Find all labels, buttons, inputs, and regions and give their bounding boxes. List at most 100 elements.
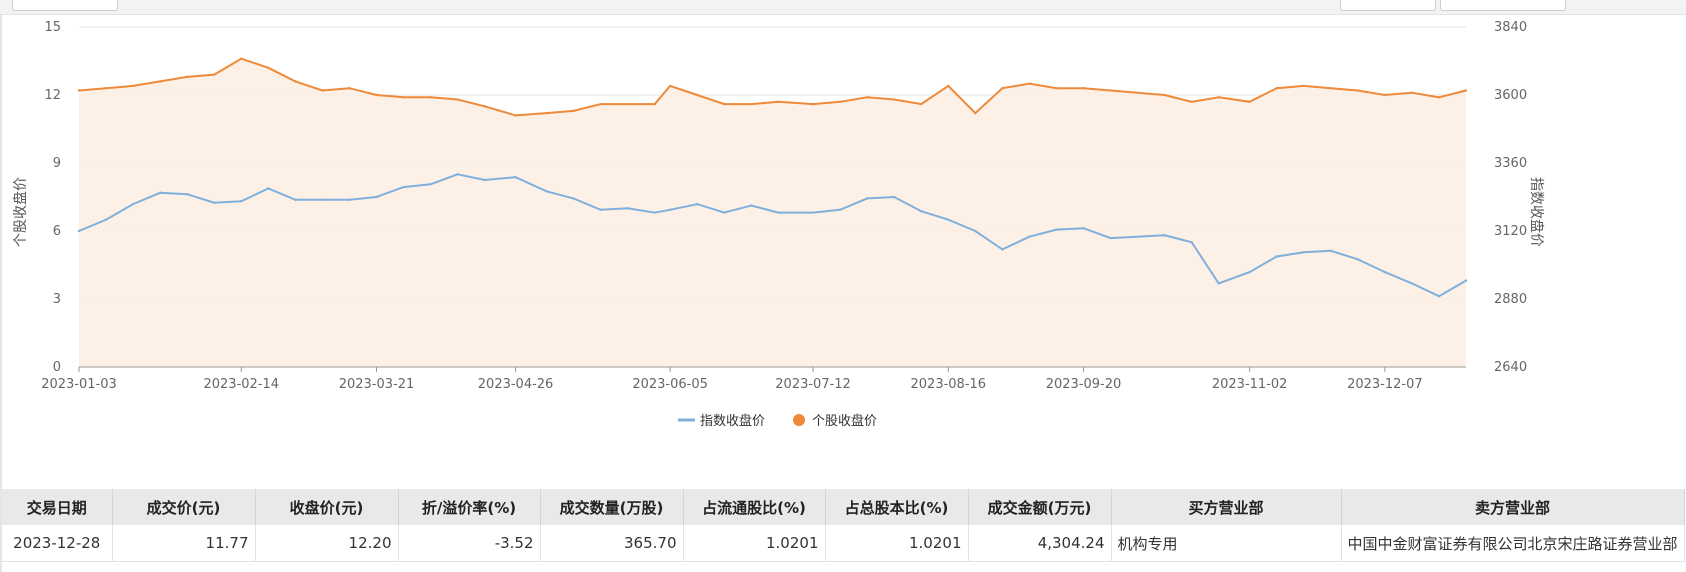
col-close-price[interactable]: 收盘价(元) xyxy=(255,489,399,525)
stock-data-point[interactable] xyxy=(158,80,162,83)
index-data-point[interactable] xyxy=(321,198,324,202)
stock-data-point[interactable] xyxy=(294,80,297,83)
stock-data-point[interactable] xyxy=(811,102,815,106)
index-data-point[interactable] xyxy=(213,201,216,204)
index-data-point[interactable] xyxy=(1109,236,1112,240)
stock-data-point[interactable] xyxy=(483,105,486,108)
stock-data-point[interactable] xyxy=(104,87,108,90)
stock-data-point[interactable] xyxy=(572,109,575,113)
index-data-point[interactable] xyxy=(599,208,602,211)
stock-data-point[interactable] xyxy=(893,98,896,101)
stock-data-point[interactable] xyxy=(348,87,351,90)
col-buyer[interactable]: 买方营业部 xyxy=(1111,489,1342,525)
stock-data-point[interactable] xyxy=(695,93,699,97)
index-data-point[interactable] xyxy=(1383,270,1387,274)
index-data-point[interactable] xyxy=(723,211,726,214)
stock-data-point[interactable] xyxy=(1437,96,1441,99)
cell-buyer[interactable]: 机构专用 xyxy=(1111,525,1342,562)
stock-data-point[interactable] xyxy=(777,100,780,104)
index-data-point[interactable] xyxy=(893,195,896,199)
col-premium-rate[interactable]: 折/溢价率(%) xyxy=(398,489,541,525)
cell-seller[interactable]: 中国中金财富证券有限公司北京宋庄路证券营业部 xyxy=(1341,525,1685,562)
index-data-point[interactable] xyxy=(974,229,977,233)
stock-data-point[interactable] xyxy=(240,57,243,60)
stock-data-point[interactable] xyxy=(1217,96,1220,99)
index-data-point[interactable] xyxy=(626,207,629,210)
index-data-point[interactable] xyxy=(811,211,815,214)
index-data-point[interactable] xyxy=(1248,270,1251,274)
stock-data-point[interactable] xyxy=(514,114,517,117)
stock-data-point[interactable] xyxy=(1329,87,1332,90)
legend-item-stock[interactable]: 个股收盘价 xyxy=(793,413,877,429)
index-data-point[interactable] xyxy=(1275,255,1278,258)
index-data-point[interactable] xyxy=(777,211,780,214)
stock-data-point[interactable] xyxy=(1190,100,1193,104)
index-data-point[interactable] xyxy=(865,197,869,200)
stock-data-point[interactable] xyxy=(321,89,324,92)
index-data-point[interactable] xyxy=(456,173,459,176)
index-data-point[interactable] xyxy=(1329,249,1332,253)
stock-data-point[interactable] xyxy=(1248,100,1251,104)
stock-data-point[interactable] xyxy=(1302,84,1305,88)
index-data-point[interactable] xyxy=(429,183,432,186)
stock-data-point[interactable] xyxy=(865,96,869,99)
index-data-point[interactable] xyxy=(1082,226,1085,230)
stock-data-point[interactable] xyxy=(1028,82,1031,85)
stock-data-point[interactable] xyxy=(131,84,135,88)
stock-data-point[interactable] xyxy=(723,102,726,106)
stock-data-point[interactable] xyxy=(429,96,432,99)
stock-data-point[interactable] xyxy=(599,102,602,106)
index-data-point[interactable] xyxy=(240,200,243,203)
col-seller[interactable]: 卖方营业部 xyxy=(1341,489,1685,525)
index-data-point[interactable] xyxy=(1356,258,1360,261)
stock-data-point[interactable] xyxy=(1082,87,1085,90)
stock-data-point[interactable] xyxy=(1275,87,1278,90)
index-data-point[interactable] xyxy=(1028,235,1031,238)
index-data-point[interactable] xyxy=(1163,234,1166,237)
index-data-point[interactable] xyxy=(1437,294,1441,298)
index-data-point[interactable] xyxy=(77,229,81,233)
col-deal-price[interactable]: 成交价(元) xyxy=(112,489,256,525)
index-data-point[interactable] xyxy=(545,190,548,193)
stock-data-point[interactable] xyxy=(920,102,923,106)
index-data-point[interactable] xyxy=(1302,251,1305,254)
top-right-control-2[interactable] xyxy=(1440,0,1566,11)
index-data-point[interactable] xyxy=(348,198,351,202)
stock-data-point[interactable] xyxy=(375,93,378,97)
index-data-point[interactable] xyxy=(375,195,378,199)
stock-data-point[interactable] xyxy=(668,84,672,88)
stock-data-point[interactable] xyxy=(838,100,842,104)
index-data-point[interactable] xyxy=(750,204,753,207)
top-right-control-1[interactable] xyxy=(1340,0,1436,11)
stock-data-point[interactable] xyxy=(1109,89,1112,92)
index-data-point[interactable] xyxy=(1001,248,1004,251)
stock-data-point[interactable] xyxy=(1383,93,1387,97)
index-data-point[interactable] xyxy=(1217,282,1220,285)
stock-data-point[interactable] xyxy=(750,102,753,106)
col-trade-date[interactable]: 交易日期 xyxy=(2,489,113,525)
col-amount[interactable]: 成交金额(万元) xyxy=(968,489,1112,525)
stock-data-point[interactable] xyxy=(77,89,81,92)
stock-data-point[interactable] xyxy=(213,73,216,76)
stock-data-point[interactable] xyxy=(1356,89,1360,92)
stock-data-point[interactable] xyxy=(267,66,270,69)
stock-data-point[interactable] xyxy=(185,75,189,79)
index-data-point[interactable] xyxy=(402,185,405,189)
top-left-control[interactable] xyxy=(12,0,118,11)
col-total-ratio[interactable]: 占总股本比(%) xyxy=(825,489,969,525)
index-data-point[interactable] xyxy=(185,192,189,196)
index-data-point[interactable] xyxy=(267,187,270,190)
stock-data-point[interactable] xyxy=(1001,87,1004,90)
index-data-point[interactable] xyxy=(131,202,135,206)
index-data-point[interactable] xyxy=(668,208,672,211)
stock-data-point[interactable] xyxy=(402,96,405,99)
index-data-point[interactable] xyxy=(483,178,486,182)
col-float-ratio[interactable]: 占流通股比(%) xyxy=(683,489,826,525)
index-data-point[interactable] xyxy=(920,209,923,213)
index-data-point[interactable] xyxy=(514,175,517,179)
index-data-point[interactable] xyxy=(104,218,108,221)
stock-data-point[interactable] xyxy=(545,111,548,115)
index-data-point[interactable] xyxy=(838,208,842,211)
stock-data-point[interactable] xyxy=(1410,91,1414,94)
index-data-point[interactable] xyxy=(572,197,575,200)
